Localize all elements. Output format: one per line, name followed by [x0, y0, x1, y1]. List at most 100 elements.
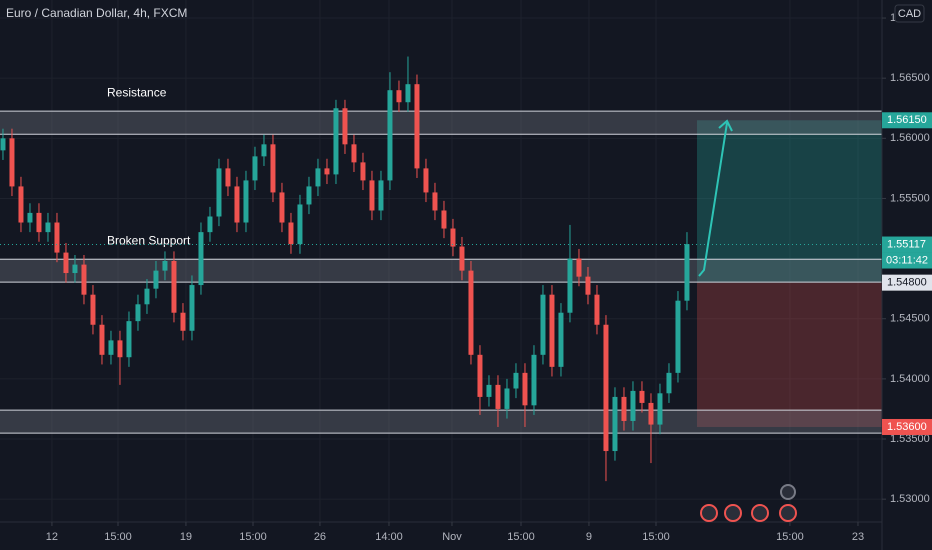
candle-body	[522, 372, 528, 406]
candle-body	[90, 294, 96, 325]
zones	[0, 110, 882, 434]
candle-body	[315, 168, 321, 187]
x-tick-label: Nov	[442, 531, 462, 543]
candle-body	[351, 144, 357, 163]
candle-body	[72, 264, 78, 274]
last-price-label-bg	[882, 236, 932, 253]
candle-body	[63, 252, 69, 274]
candle-body	[459, 246, 465, 271]
x-tick-label: 19	[180, 531, 192, 543]
candle-body	[198, 232, 204, 286]
target-price-label-bg	[882, 112, 932, 129]
y-tick-label: 1.55500	[890, 192, 930, 204]
candle-body	[99, 324, 105, 355]
candle-body	[567, 258, 573, 313]
candle-body	[504, 388, 510, 409]
candle-body	[531, 354, 537, 406]
candle-body	[612, 396, 618, 452]
candle-body	[405, 84, 411, 103]
x-tick-label: 26	[314, 531, 326, 543]
candle-body	[513, 372, 519, 389]
candle-body	[36, 212, 42, 233]
event-icon[interactable]	[751, 504, 769, 522]
entry-price-label-bg	[882, 274, 932, 291]
candle-body	[81, 264, 87, 295]
candle-body	[108, 340, 114, 355]
zone-label: Resistance	[107, 85, 167, 99]
event-icon[interactable]	[724, 504, 742, 522]
x-tick-label: 14:00	[375, 531, 403, 543]
candle-body	[135, 304, 141, 322]
candle-body	[576, 258, 582, 277]
candle-body	[360, 162, 366, 181]
candle-body	[297, 204, 303, 245]
candle-body	[441, 210, 447, 229]
candle-body	[594, 294, 600, 325]
candle-body	[369, 180, 375, 211]
event-icon[interactable]	[780, 484, 796, 500]
candle-body	[333, 108, 339, 175]
candle-body	[549, 294, 555, 367]
candle-body	[387, 90, 393, 181]
candle-body	[675, 300, 681, 373]
countdown-label: 03:11:42	[886, 254, 928, 266]
candle-body	[144, 288, 150, 305]
candle-body	[171, 261, 177, 313]
currency-label[interactable]: CAD	[898, 8, 921, 20]
x-tick-label: 15:00	[239, 531, 267, 543]
candle-body	[180, 312, 186, 331]
candle-body	[396, 90, 402, 103]
candle-body	[126, 321, 132, 358]
candle-body	[9, 138, 15, 187]
grid	[0, 0, 882, 522]
projection-arrow	[698, 122, 728, 277]
x-tick-label: 15:00	[776, 531, 804, 543]
y-tick-label: 1.53000	[890, 493, 930, 505]
zone-label: Broken Support	[107, 233, 191, 247]
candle-body	[189, 285, 195, 331]
x-tick-label: 9	[586, 531, 592, 543]
candle-body	[18, 186, 24, 223]
event-icon[interactable]	[779, 504, 797, 522]
candle-body	[225, 168, 231, 187]
y-tick-label: 1	[890, 12, 896, 24]
candle-body	[477, 354, 483, 397]
candle-body	[153, 270, 159, 289]
candle-body	[216, 168, 222, 217]
candle-body	[288, 222, 294, 245]
candle-body	[657, 393, 663, 425]
candle-body	[423, 168, 429, 193]
candle-body	[630, 390, 636, 421]
y-tick-label: 1.53500	[890, 433, 930, 445]
candle-body	[27, 212, 33, 223]
event-icon[interactable]	[700, 504, 718, 522]
candle-body	[252, 156, 258, 181]
axes: 1.530001.535001.540001.545001.550001.555…	[46, 12, 932, 543]
x-tick-label: 12	[46, 531, 58, 543]
x-tick-label: 23	[852, 531, 864, 543]
candle-body	[639, 390, 645, 403]
x-tick-label: 15:00	[104, 531, 132, 543]
candle-body	[54, 222, 60, 253]
overlay: Resistance Broken Support	[0, 85, 882, 247]
stop-price-label: 1.53600	[887, 421, 927, 433]
event-icons	[700, 484, 797, 522]
candle-body	[468, 270, 474, 355]
candle-body	[45, 222, 51, 233]
candle-body	[621, 396, 627, 421]
zone	[0, 111, 882, 135]
candle-body	[585, 276, 591, 295]
candle-body	[603, 324, 609, 452]
y-tick-label: 1.56500	[890, 72, 930, 84]
x-tick-label: 15:00	[507, 531, 535, 543]
candle-body	[558, 312, 564, 367]
candle-body	[540, 294, 546, 355]
candle-body	[414, 84, 420, 169]
candle-body	[279, 192, 285, 223]
candle-body	[666, 372, 672, 394]
currency-button[interactable]	[894, 4, 925, 23]
candle-body	[207, 216, 213, 233]
target-area	[697, 120, 882, 283]
candle-body	[162, 261, 168, 271]
